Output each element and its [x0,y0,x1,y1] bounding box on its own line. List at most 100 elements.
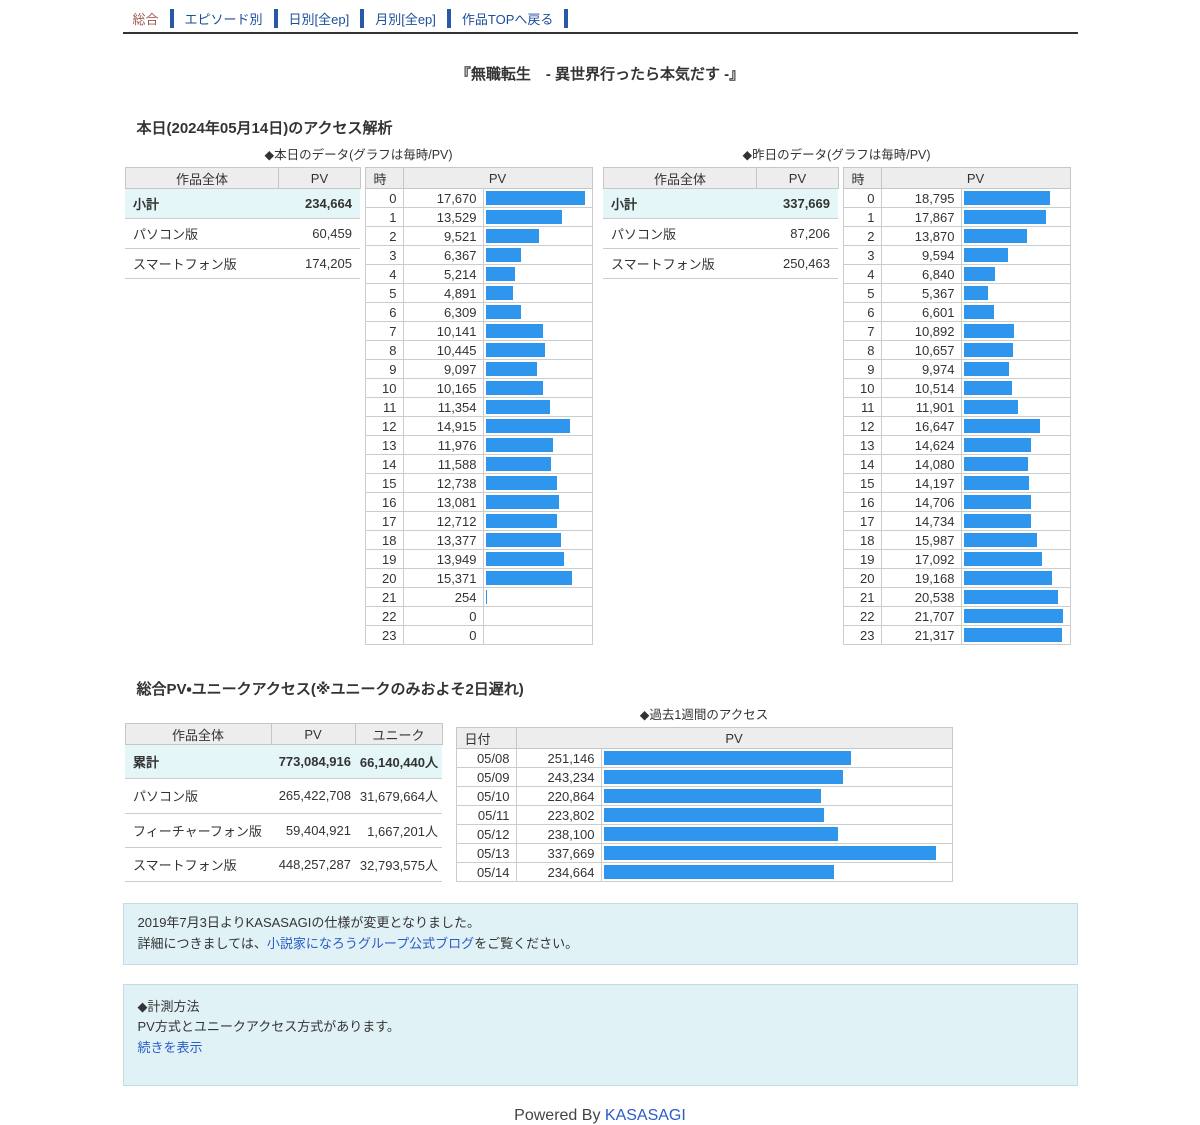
table-row: 17 12,712 [364,511,593,531]
pv-value: 17,867 [880,207,962,227]
nav-item-total[interactable]: 総合 [132,12,159,27]
row-label: 14 [842,454,882,474]
row-label: 16 [364,492,404,512]
pv-value: 250,463 [783,256,830,271]
pv-bar [485,362,537,376]
nav-item-episode[interactable]: エピソード別 [184,12,263,27]
row-label: 6 [364,302,404,322]
bar-cell [960,321,1071,341]
nav-item-daily[interactable]: 日別[全ep] [288,12,350,27]
pv-value: 4,891 [402,283,484,303]
table-row: パソコン版 87,206 [603,219,838,249]
table-row: 13 14,624 [842,435,1071,455]
bar-cell [482,302,593,322]
table-row: 2 9,521 [364,226,593,246]
official-blog-link[interactable]: 小説家になろうグループ公式ブログ [266,935,475,951]
table-row: 12 16,647 [842,416,1071,436]
pv-bar [963,362,1010,376]
row-label: 0 [842,188,882,208]
pv-bar [603,751,851,765]
row-label: 2 [364,226,404,246]
footer: Powered By KASASAGI [123,1107,1078,1125]
nav-divider [122,32,1078,34]
table-row: 11 11,901 [842,397,1071,417]
bar-cell [482,245,593,265]
table-row: 19 13,949 [364,549,593,569]
row-label: 13 [842,435,882,455]
nav-item-monthly[interactable]: 月別[全ep] [375,12,436,27]
table-row: 05/12 238,100 [455,824,953,844]
nav-separator [360,9,365,28]
pv-value: 10,141 [402,321,484,341]
table-row: 5 4,891 [364,283,593,303]
row-label: 20 [842,568,882,588]
pv-bar [963,343,1013,357]
weekly-panel-title: ◆過去1週間のアクセス [639,708,769,722]
table-row: 14 11,588 [364,454,593,474]
pv-bar [963,438,1031,452]
pv-value: 234,664 [305,196,352,211]
table-row: 小計 234,664 [125,188,360,219]
bar-cell [482,587,593,607]
table-row: 7 10,892 [842,321,1071,341]
pv-value: 18,795 [880,188,962,208]
row-label: 05/13 [455,843,517,863]
yesterday-panel: ◆昨日のデータ(グラフは毎時/PV) 作品全体 PV 小計 337,669 パソ… [602,144,1071,645]
table-row: 05/09 243,234 [455,767,953,787]
bar-cell [600,824,953,844]
row-label: 16 [842,492,882,512]
pv-value: 6,840 [880,264,962,284]
table-row: 0 18,795 [842,188,1071,208]
unique-value: 66,140,440人 [359,755,438,771]
row-label: 10 [842,378,882,398]
bar-cell [600,767,953,787]
table-row: 0 17,670 [364,188,593,208]
column-header-date: 日付 [455,727,517,749]
row-label: 17 [364,511,404,531]
page-container: 総合 エピソード別 日別[全ep] 月別[全ep] 作品TOPへ戻る 『無職転生… [122,0,1078,1125]
pv-bar [963,191,1050,205]
bar-cell [482,549,593,569]
pv-value: 13,949 [402,549,484,569]
pv-value: 337,669 [515,843,602,863]
bar-cell [482,397,593,417]
pv-bar [485,267,515,281]
pv-value: 5,367 [880,283,962,303]
table-row: 15 12,738 [364,473,593,493]
bar-cell [960,549,1071,569]
row-label: 20 [364,568,404,588]
row-label: 12 [364,416,404,436]
bar-cell [482,340,593,360]
nav-separator [169,9,174,28]
pv-value: 14,197 [880,473,962,493]
show-more-link[interactable]: 続きを表示 [137,1040,203,1056]
bar-cell [960,454,1071,474]
pv-value: 14,915 [402,416,484,436]
bar-cell [482,264,593,284]
kasasagi-link[interactable]: KASASAGI [604,1106,686,1124]
device-label: スマートフォン版 [133,857,237,873]
row-label: 18 [364,530,404,550]
nav-separator [273,9,278,28]
device-label: 累計 [133,755,160,771]
row-label: 8 [364,340,404,360]
column-header-work: 作品全体 [124,723,272,745]
pv-value: 9,521 [402,226,484,246]
totals-row: 作品全体 PV ユニーク 累計 773,084,916 66,140,440人 … [124,704,1078,882]
pv-bar [485,533,562,547]
bar-cell [482,188,593,208]
table-row: 2 13,870 [842,226,1071,246]
pv-value: 243,234 [515,767,602,787]
notice-text: をご覧ください。 [474,935,579,951]
nav-item-back-to-top[interactable]: 作品TOPへ戻る [461,12,554,27]
pv-value: 59,404,921 [285,822,351,838]
table-row: 14 14,080 [842,454,1071,474]
table-row: パソコン版 60,459 [125,219,360,249]
bar-cell [600,748,953,768]
pv-value: 11,354 [402,397,484,417]
table-row: 19 17,092 [842,549,1071,569]
row-label: 7 [364,321,404,341]
table-row: 3 9,594 [842,245,1071,265]
table-row: 10 10,165 [364,378,593,398]
row-label: 1 [364,207,404,227]
